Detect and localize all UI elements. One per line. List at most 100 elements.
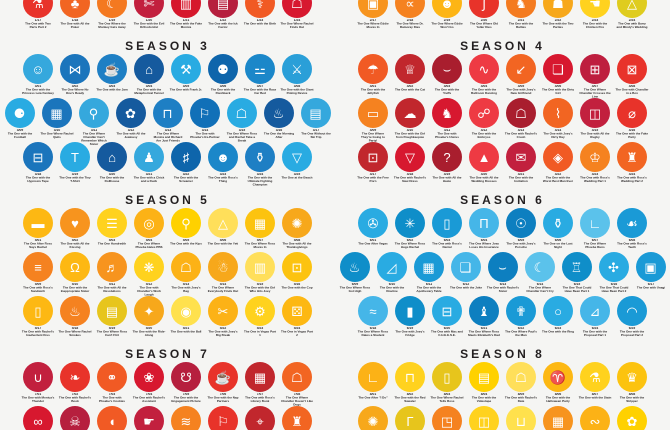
episode-caption: 2/23 The One with the Chicken Pox [579,19,612,29]
episode-caption: 6/24 The One with the Proposal Part 1 [579,327,612,337]
prosthetic-leg-icon: ⚐ [198,105,211,121]
episode-title: The One with the Ride-Along [132,330,166,338]
episode-caption: 3/21 The One with a Chick and a Duck [133,173,166,183]
episode-number: 3/25 [293,173,301,177]
episode-item: ⊟ 3/18 The One with the Hypnosis Tape [22,142,55,186]
episode-title: The One with Joey's Dirty Day [543,132,573,140]
episode-caption: 8/01 The One After "I Do" [357,393,390,400]
episode-item: ☾ 6/14 The One Where Chandler Can't Cry [523,252,556,296]
oven-mitt-icon: ☚ [589,0,601,11]
episode-circle: ? [432,142,462,172]
tuxedo-icon: ⋈ [68,61,82,77]
dress-icon: ▽ [405,149,415,165]
episode-item: △ 2/24 The One with Barry and Mindy's Wedd… [616,0,649,32]
episode-item: ✳ 6/02 The One Where Ross Hugs Rachel [394,208,427,252]
episode-item: ∿ 4/04 The One with the Ballroom Dancing [468,54,501,98]
episode-item: ⚗ 1/17 The One with Two Parts Part 2 [22,0,55,32]
episode-caption: 3/11 The One Where Chandler Can't Remembe… [77,129,110,146]
episode-item: ☁ 4/10 The One with the Girl from Poughkee… [394,98,427,142]
episode-item: ↙ 4/05 The One with Joey's New Girlfriend [505,54,538,98]
episode-caption: 4/15 The One with All the Rugby [579,129,612,139]
police-siren-icon: ✦ [143,303,155,319]
episode-caption: 5/18 The One Where Rachel Smokes [59,327,92,337]
episode-circle: ⊟ [432,296,462,326]
episode-number: 5/22 [219,327,227,331]
episode-item: ▦ 3/10 The One Where Rachel Quits [40,98,73,142]
episode-title: The One with Ross's Wedding Part 2 [617,176,647,184]
episode-caption: 6/06 The One on the Last Night [542,239,575,249]
episode-number: 6/22 [517,327,525,331]
episode-number: 4/05 [517,85,525,89]
episode-circle: ☖ [282,0,312,18]
episode-title: The One with Phoebe's Ex-Partner [189,132,220,140]
season-header: SEASON 4 [460,39,545,53]
episode-title: The One with the Dirty Girl [541,88,575,96]
episode-circle: ▦ [413,252,444,282]
chick-and-duck-icon: ♟ [143,149,155,165]
episode-item: ☛ [133,406,166,430]
episode-caption: 6/22 The One Where Paul's the Man [505,327,538,337]
episode-circle: ✂ [208,296,238,326]
episode-circle: ⚔ [282,54,312,84]
episode-item: ∞ [22,406,55,430]
episode-circle: ☗ [543,0,573,18]
episode-number: 5/21 [182,327,190,331]
episode-title: The One Hundredth [97,242,127,246]
episode-title: The One with the Embryos [471,132,497,140]
episode-title: The One with the Fake Party [615,132,649,140]
episode-title: The One with All the Kissing [60,242,90,250]
episode-title: The One with Joey's Fridge [395,330,425,338]
episode-item: ◖ [96,406,129,430]
episode-title: The One with the Bullies [508,22,534,30]
race-car-icon: ⚍ [254,61,266,77]
episode-item: ▤ 5/19 The One Where Ross Can't Flirt [96,296,129,340]
mannequin-head-icon: ☻ [440,0,454,11]
episode-number: 5/03 [108,239,116,243]
episode-item: ▭ 4/09 The One Where They're Going to Part… [357,98,390,143]
episode-circle: ☃ [208,252,238,282]
tennis-racquet-icon: ❋ [143,259,155,275]
handbag-icon: ☖ [515,105,527,121]
episode-number: 8/07 [591,393,599,397]
episode-number: 1/20 [145,19,153,23]
season-header: SEASON 3 [125,39,210,53]
porsche-crest-icon: ☉ [515,215,527,231]
bananas-icon: ☾ [106,0,118,11]
episode-circle: ⊡ [358,142,388,172]
episode-circle: ▤ [208,0,238,18]
episode-number: 6/02 [406,239,414,243]
episode-item: ⊓ 3/13 The One Where Monica and Richard Ar… [151,98,184,143]
season-header: SEASON 8 [460,347,545,361]
episode-number: 4/21 [517,173,525,177]
episode-number: 8/08 [628,393,636,397]
episode-title: The One with the Screamer [173,176,199,184]
dog-icon: ♞ [515,0,527,11]
episode-item: Ω 5/10 The One with the Inappropriate Sist… [59,252,92,296]
episode-title: The One with Ross's Thing [208,176,238,184]
princess-leia-icon: ☺ [31,61,45,77]
episode-circle: ♣ [60,0,90,18]
episode-number: 3/13 [164,129,171,133]
episode-number: 5/13 [182,283,190,287]
episode-row: ∟ 8/01 The One After "I Do" ⊓ 8/02 The One wi… [335,362,670,406]
episode-number: 5/05 [182,239,190,243]
episode-circle: ◖ [97,406,127,430]
fire-hose-icon: ≈ [369,303,377,319]
episode-caption: 4/01 The One with the Jellyfish [357,85,390,95]
episode-item: ✺ [357,406,390,430]
sailboat-icon: ⊿ [589,303,601,319]
episode-row: ▯ 5/17 The One with Rachel's Inadvertent K… [0,296,335,340]
episode-number: 5/06 [219,239,227,243]
episode-number: 4/07 [591,85,599,89]
episode-caption: 5/13 The One with Joey's Bag [170,283,203,293]
episode-title: The One with the Videotape [471,396,497,404]
episode-number: 6/04 [480,239,488,243]
episode-caption: 2/17 The One Where Eddie Moves In [357,19,390,29]
episode-title: The One with the Yeti [207,242,239,246]
episode-title: The One with Phoebe's Uterus [435,132,459,140]
episode-item: ☂ 4/01 The One with the Jellyfish [357,54,390,98]
episode-caption: 6/11 The One with the Apothecary Table [412,283,445,293]
episode-title: The One That Could Have Been Part 2 [599,286,628,294]
running-shoe-icon: ∟ [588,215,602,231]
episode-title: The One with the Joke [449,286,482,290]
